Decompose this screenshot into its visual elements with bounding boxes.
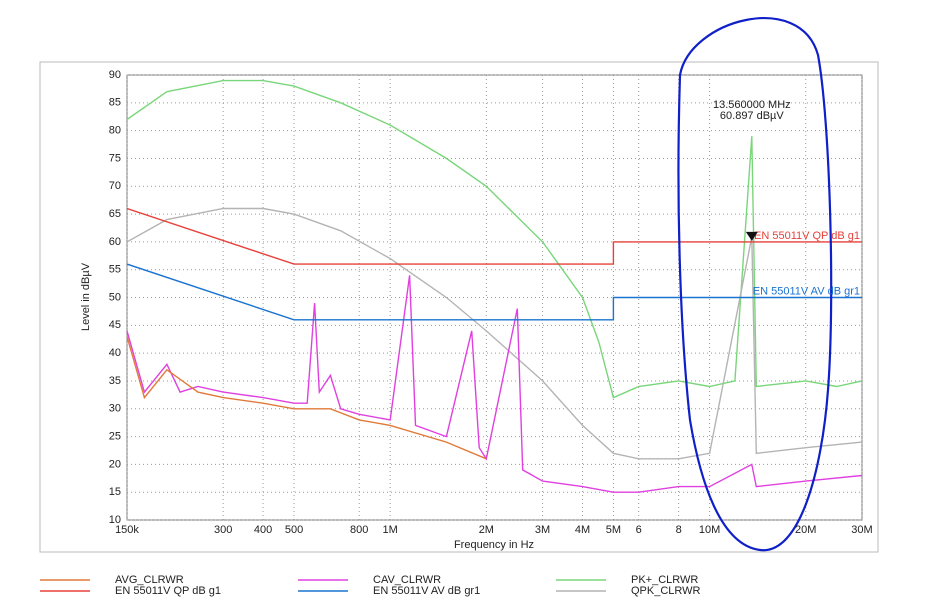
x-tick-label: 30M [851,524,872,536]
x-tick-label: 300 [214,524,232,536]
marker [745,231,758,241]
series-line [126,263,862,321]
x-tick-label: 10M [699,524,720,536]
hand-drawn-ellipse [677,17,833,552]
x-tick-label: 400 [254,524,272,536]
x-tick-label: 8 [676,524,682,536]
series-line [126,275,863,493]
x-tick-label: 2M [479,524,494,536]
legend-label: AVG_CLRWR [115,574,184,586]
x-tick-label: 500 [285,524,303,536]
x-axis-label: Frequency in Hz [454,539,534,551]
y-tick-label: 50 [109,291,121,303]
y-tick-label: 90 [109,69,121,81]
y-tick-label: 65 [109,208,121,220]
limit-label: EN 55011V AV dB gr1 [753,285,860,297]
x-tick-label: 150k [115,524,139,536]
legend-label: QPK_CLRWR [631,585,701,597]
legend-label: CAV_CLRWR [373,574,441,586]
y-tick-label: 10 [109,514,121,526]
plot [126,74,863,521]
limit-label: EN 55011V QP dB g1 [754,230,860,242]
y-tick-label: 30 [109,403,121,415]
y-tick-label: 45 [109,319,121,331]
x-tick-label: 800 [350,524,368,536]
y-tick-label: 25 [109,430,121,442]
y-axis-label: Level in dBµV [80,262,92,331]
y-tick-label: 40 [109,347,121,359]
y-tick-label: 80 [109,125,121,137]
y-tick-label: 35 [109,375,121,387]
x-tick-label: 4M [575,524,590,536]
y-tick-label: 70 [109,180,121,192]
x-tick-label: 1M [383,524,398,536]
y-tick-label: 20 [109,458,121,470]
marker-y-label: 60.897 dBµV [720,110,784,122]
x-tick-label: 20M [795,524,816,536]
y-tick-label: 55 [109,264,121,276]
x-tick-label: 6 [636,524,642,536]
y-tick-label: 75 [109,152,121,164]
y-tick-label: 60 [109,236,121,248]
legend-label: EN 55011V AV dB gr1 [373,585,480,597]
x-tick-label: 5M [606,524,621,536]
marker-x-label: 13.560000 MHz [713,99,791,111]
legend-label: EN 55011V QP dB g1 [115,585,221,597]
series-line [126,336,487,460]
frame [39,61,879,553]
y-tick-label: 15 [109,486,121,498]
y-tick-label: 85 [109,97,121,109]
x-tick-label: 3M [535,524,550,536]
series-line [126,207,862,265]
legend-label: PK+_CLRWR [631,574,698,586]
